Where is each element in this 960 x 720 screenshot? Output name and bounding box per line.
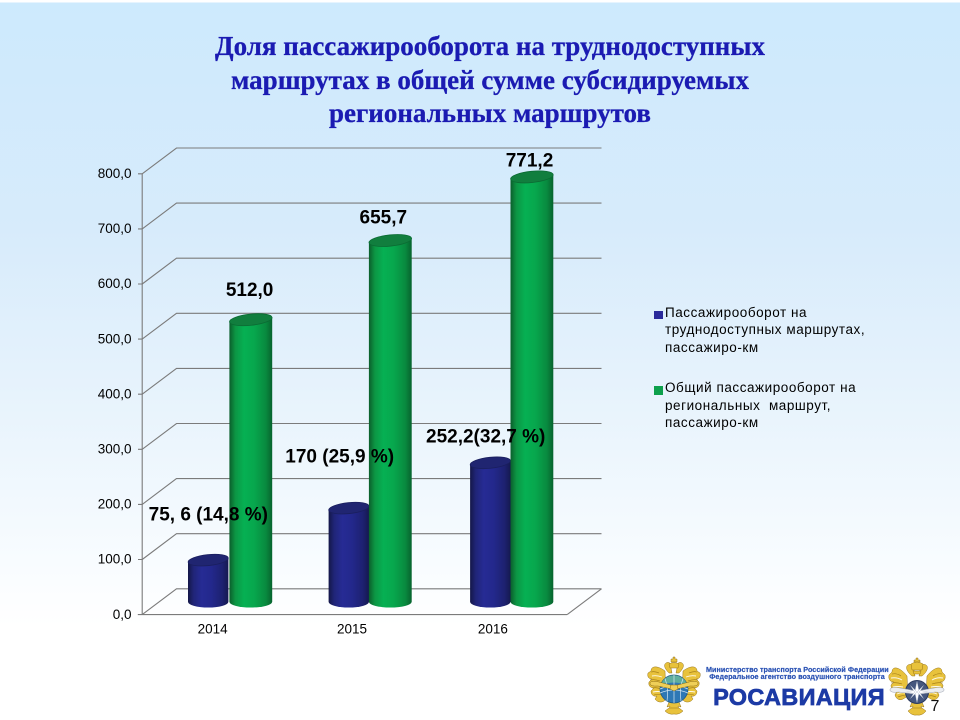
svg-text:170 (25,9 %): 170 (25,9 %) (285, 447, 394, 468)
svg-text:2015: 2015 (337, 622, 367, 637)
svg-text:100,0: 100,0 (98, 552, 132, 567)
svg-text:200,0: 200,0 (98, 497, 132, 512)
svg-text:800,0: 800,0 (98, 166, 132, 181)
svg-text:75, 6 (14,8 %): 75, 6 (14,8 %) (149, 504, 268, 525)
svg-text:771,2: 771,2 (506, 150, 554, 171)
svg-text:300,0: 300,0 (98, 442, 132, 457)
svg-text:252,2(32,7 %): 252,2(32,7 %) (426, 426, 545, 447)
svg-text:2016: 2016 (478, 622, 508, 637)
svg-text:655,7: 655,7 (360, 207, 408, 228)
svg-text:2014: 2014 (198, 622, 229, 637)
svg-text:0,0: 0,0 (113, 607, 132, 622)
svg-text:512,0: 512,0 (226, 280, 274, 301)
svg-text:700,0: 700,0 (98, 221, 132, 236)
svg-text:500,0: 500,0 (98, 331, 132, 346)
svg-text:600,0: 600,0 (98, 276, 132, 291)
svg-text:400,0: 400,0 (98, 386, 132, 401)
